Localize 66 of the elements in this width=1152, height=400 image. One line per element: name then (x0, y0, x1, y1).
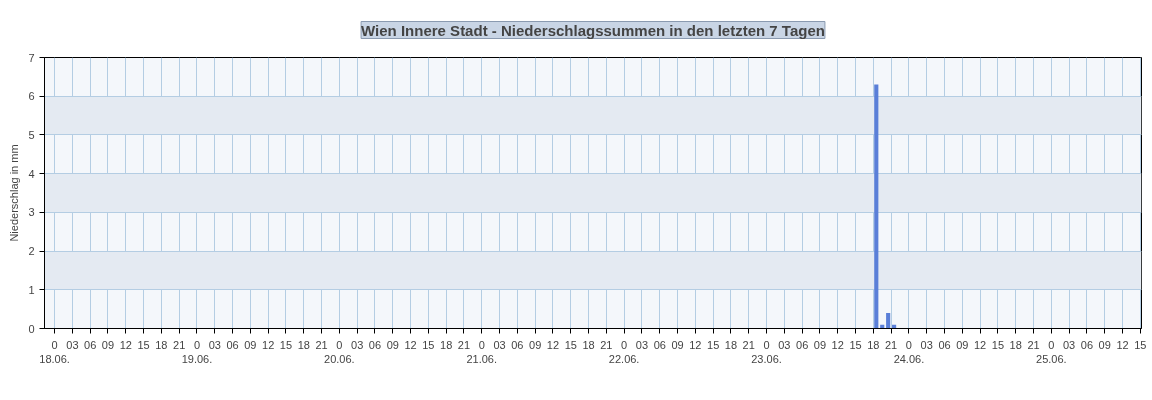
bar (886, 313, 891, 329)
x-tick-label: 18 (1009, 338, 1022, 351)
x-tick-label: 09 (1098, 338, 1111, 351)
y-tick-label: 7 (28, 51, 35, 64)
x-tick-label: 06 (938, 338, 951, 351)
x-tick-label: 03 (635, 338, 649, 351)
x-tick-label: 18 (867, 338, 880, 351)
x-tick-label: 09 (529, 338, 542, 351)
x-tick-label: 03 (1063, 338, 1076, 351)
x-tick-label: 21 (457, 338, 471, 351)
x-tick-label: 12 (119, 338, 132, 351)
x-tick-label: 06 (226, 338, 239, 351)
x-tick-label: 06 (1080, 338, 1094, 351)
x-tick-label: 21 (742, 338, 755, 351)
y-tick-label: 4 (28, 167, 35, 180)
x-tick-label: 21 (315, 338, 328, 351)
x-tick-label: 15 (279, 338, 293, 351)
x-tick-label: 09 (956, 338, 969, 351)
chart-title: Wien Innere Stadt - Niederschlagssummen in den letzten 7 Tagen (361, 21, 825, 39)
x-tick-label: 12 (974, 338, 987, 351)
y-tick-label: 3 (28, 206, 35, 219)
x-tick-label: 15 (422, 338, 435, 351)
x-tick-label: 15 (707, 338, 720, 351)
x-tick-label: 03 (66, 338, 79, 351)
x-tick-label: 09 (813, 338, 827, 351)
x-tick-label: 12 (831, 338, 844, 351)
x-tick-label: 03 (493, 338, 506, 351)
x-tick-label: 12 (546, 338, 560, 351)
x-tick-label: 21 (1027, 338, 1040, 351)
x-tick-label: 03 (778, 338, 791, 351)
x-tick-label: 09 (101, 338, 115, 351)
y-tick-label: 1 (28, 283, 35, 296)
x-tick-label: 15 (137, 338, 150, 351)
x-tick-label: 15 (564, 338, 577, 351)
x-tick-label: 15 (991, 338, 1005, 351)
x-tick-label: 21 (600, 338, 613, 351)
x-tick-label: 12 (689, 338, 702, 351)
y-tick-label: 6 (28, 90, 35, 103)
x-tick-label: 09 (244, 338, 257, 351)
x-tick-label: 06 (511, 338, 524, 351)
x-tick-label: 18 (297, 338, 310, 351)
x-tick-label: 03 (920, 338, 933, 351)
x-tick-label: 18 (582, 338, 595, 351)
x-tick-label: 12 (404, 338, 417, 351)
x-tick-label: 12 (1116, 338, 1129, 351)
bar (874, 84, 879, 329)
x-tick-label: 15 (1134, 338, 1147, 351)
y-tick-label: 2 (28, 245, 35, 258)
y-tick-label: 5 (28, 128, 35, 141)
x-tick-label: 03 (351, 338, 364, 351)
x-tick-label: 06 (796, 338, 809, 351)
x-tick-label: 09 (671, 338, 684, 351)
y-tick-label: 0 (28, 322, 35, 335)
x-tick-label: 06 (368, 338, 382, 351)
x-tick-label: 15 (849, 338, 862, 351)
x-tick-label: 21 (885, 338, 898, 351)
x-tick-label: 09 (386, 338, 399, 351)
x-tick-label: 06 (84, 338, 97, 351)
x-tick-label: 06 (653, 338, 666, 351)
x-tick-label: 18 (155, 338, 168, 351)
y-axis-title: Niederschlag in mm (8, 144, 21, 242)
x-tick-label: 18 (440, 338, 453, 351)
x-tick-label: 12 (262, 338, 275, 351)
x-tick-label: 18 (724, 338, 738, 351)
x-tick-label: 03 (208, 338, 221, 351)
x-tick-label: 21 (173, 338, 186, 351)
